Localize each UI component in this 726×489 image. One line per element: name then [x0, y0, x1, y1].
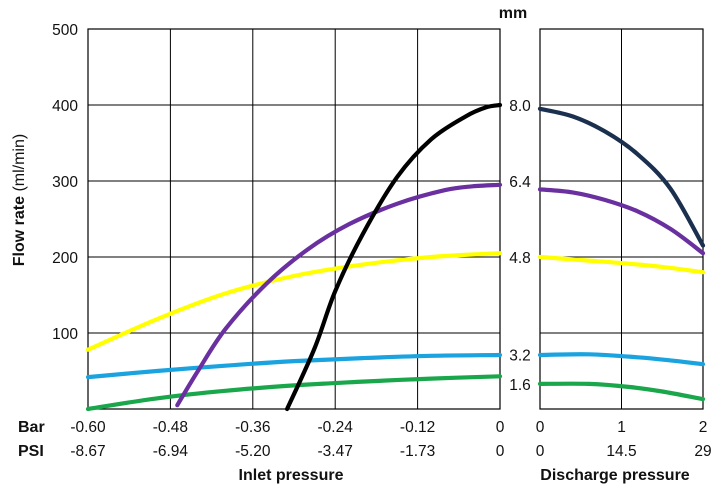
discharge-psi-tick-label: 0: [536, 443, 545, 460]
discharge-psi-tick-label: 29: [694, 443, 711, 460]
inlet-psi-tick-label: 0: [496, 443, 505, 460]
inlet-panel-frame: [87, 28, 501, 410]
series-size-label: 8.0: [509, 98, 531, 115]
inlet-bar-tick-label: -0.36: [235, 419, 270, 436]
inlet-bar-tick-label: -0.48: [153, 419, 188, 436]
y-axis-title-unit: (ml/min): [11, 134, 28, 196]
inlet-psi-tick-label: -3.47: [318, 443, 353, 460]
series-4.8-discharge-line: [537, 254, 706, 275]
inlet-bar-tick-label: 0: [496, 419, 505, 436]
series-3.2-inlet-line: [85, 352, 503, 380]
inlet-bar-tick-label: -0.24: [318, 419, 354, 436]
discharge-psi-tick-label: 14.5: [606, 443, 636, 460]
y-axis-title: Flow rate (ml/min): [11, 134, 28, 266]
series-size-label: 1.6: [509, 377, 531, 394]
inlet-bar-tick-label: -0.60: [70, 419, 106, 436]
inlet-axis-title: Inlet pressure: [239, 467, 344, 484]
y-tick-label: 400: [52, 98, 78, 115]
discharge-bar-tick-label: 2: [699, 419, 708, 436]
label-layer: 500400300200100-0.60-8.67-0.48-6.94-0.36…: [52, 22, 712, 460]
series-1.6-inlet-line: [85, 374, 503, 412]
y-tick-label: 100: [52, 326, 78, 343]
inlet-psi-tick-label: -5.20: [235, 443, 271, 460]
series-8.0-inlet-line: [285, 102, 503, 412]
y-tick-label: 500: [52, 22, 78, 39]
series-6.4-discharge-line: [537, 187, 706, 256]
series-size-label: 6.4: [509, 174, 531, 191]
series-4.8-inlet-line: [85, 251, 503, 352]
series-3.2-discharge-line: [537, 352, 706, 367]
inlet-bar-tick-label: -0.12: [400, 419, 435, 436]
series-1.6-discharge-line: [537, 381, 706, 402]
discharge-bar-tick-label: 1: [617, 419, 626, 436]
series-size-label: 3.2: [509, 347, 531, 364]
psi-row-label: PSI: [18, 443, 44, 460]
inlet-psi-tick-label: -6.94: [153, 443, 189, 460]
inlet-psi-tick-label: -1.73: [400, 443, 435, 460]
y-tick-label: 300: [52, 174, 78, 191]
y-tick-label: 200: [52, 250, 78, 267]
y-axis-title-bold: Flow rate: [11, 196, 28, 266]
inlet-psi-tick-label: -8.67: [70, 443, 105, 460]
series-layer: [85, 102, 706, 412]
discharge-axis-title: Discharge pressure: [540, 467, 690, 484]
series-size-label: 4.8: [509, 250, 531, 267]
grid-layer: [87, 28, 704, 410]
size-unit-header: mm: [499, 5, 527, 22]
series-8.0-discharge-line: [537, 106, 706, 248]
discharge-bar-tick-label: 0: [536, 419, 545, 436]
series-6.4-inlet-line: [175, 182, 503, 408]
bar-row-label: Bar: [18, 419, 45, 436]
